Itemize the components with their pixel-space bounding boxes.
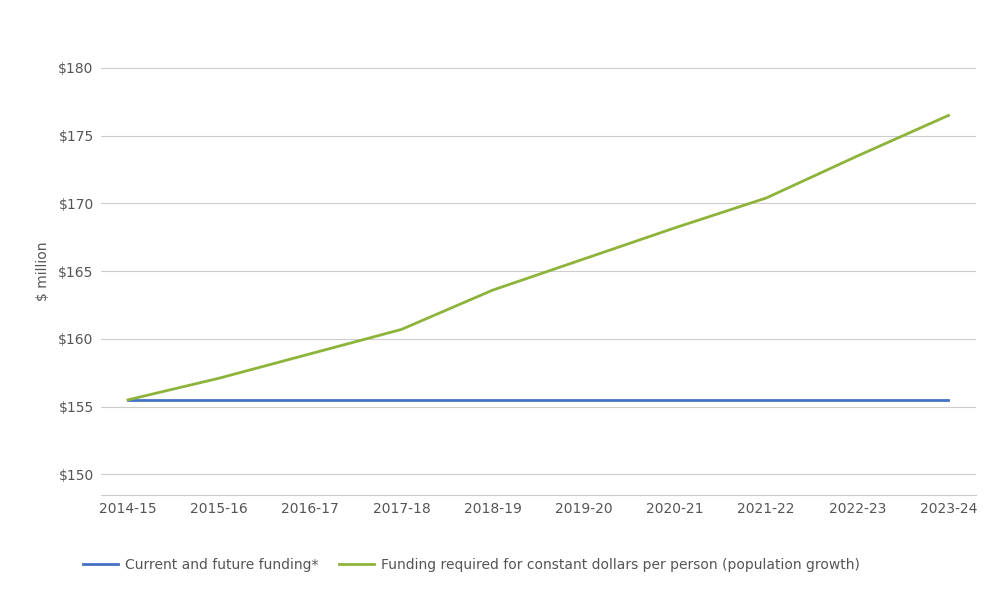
Y-axis label: $ million: $ million xyxy=(36,241,50,301)
Funding required for constant dollars per person (population growth) xyxy=(395,326,407,333)
Current and future funding* xyxy=(669,396,681,403)
Funding required for constant dollars per person (population growth) xyxy=(943,112,955,119)
Current and future funding* xyxy=(577,396,590,403)
Funding required for constant dollars per person (population growth) xyxy=(577,256,590,263)
Current and future funding* xyxy=(487,396,499,403)
Current and future funding* xyxy=(851,396,863,403)
Funding required for constant dollars per person (population growth) xyxy=(213,375,225,382)
Funding required for constant dollars per person (population growth) xyxy=(851,153,863,160)
Current and future funding* xyxy=(213,396,225,403)
Funding required for constant dollars per person (population growth) xyxy=(669,224,681,231)
Legend: Current and future funding*, Funding required for constant dollars per person (p: Current and future funding*, Funding req… xyxy=(77,552,865,577)
Funding required for constant dollars per person (population growth) xyxy=(122,396,134,403)
Funding required for constant dollars per person (population growth) xyxy=(304,350,316,358)
Line: Funding required for constant dollars per person (population growth): Funding required for constant dollars pe… xyxy=(128,116,949,400)
Funding required for constant dollars per person (population growth) xyxy=(487,287,499,294)
Current and future funding* xyxy=(304,396,316,403)
Current and future funding* xyxy=(122,396,134,403)
Current and future funding* xyxy=(943,396,955,403)
Current and future funding* xyxy=(395,396,407,403)
Current and future funding* xyxy=(761,396,773,403)
Funding required for constant dollars per person (population growth) xyxy=(761,194,773,201)
